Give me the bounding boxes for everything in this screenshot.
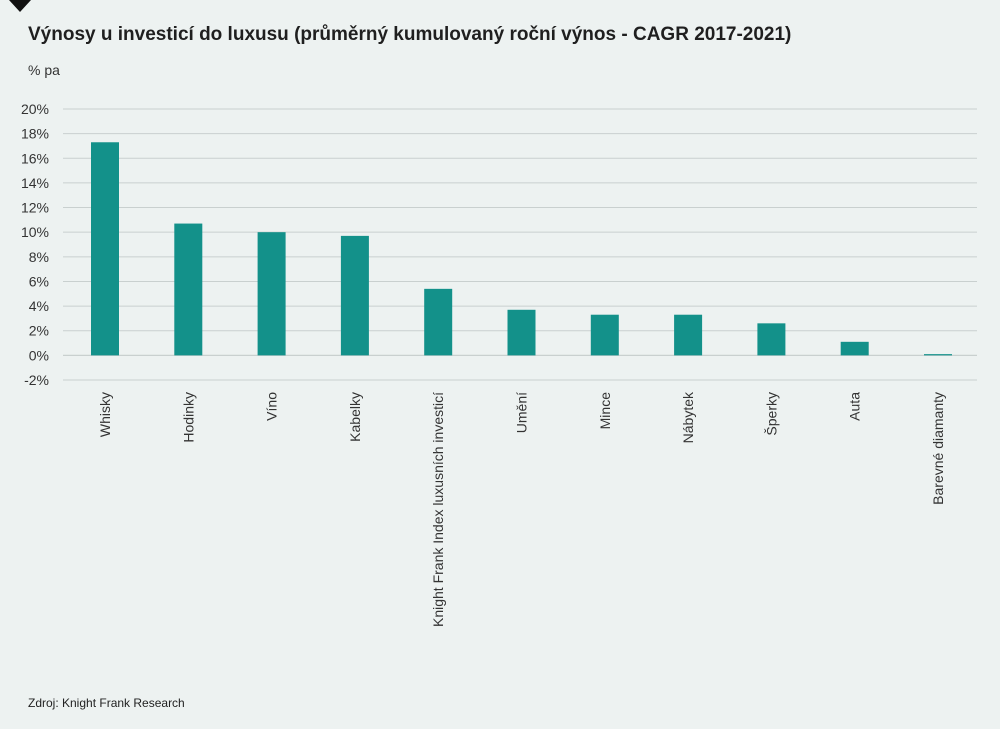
y-tick-label: 18% bbox=[21, 126, 49, 142]
bar bbox=[174, 223, 203, 356]
category-label: Barevné diamanty bbox=[930, 392, 946, 505]
y-axis-ticks: 20% 18% 16% 14% 12% 10% 8% 6% 4% 2% 0% -2% bbox=[21, 101, 49, 388]
bar bbox=[924, 354, 952, 356]
category-label: Víno bbox=[264, 392, 280, 421]
y-axis-unit-label: % pa bbox=[28, 62, 60, 78]
corner-arrow-icon bbox=[9, 0, 31, 12]
bar bbox=[424, 288, 453, 356]
category-label: Whisky bbox=[97, 392, 113, 437]
bar bbox=[340, 235, 369, 356]
bar bbox=[257, 232, 286, 356]
bar bbox=[674, 314, 703, 356]
y-tick-label: 2% bbox=[29, 323, 49, 339]
y-tick-label: 10% bbox=[21, 224, 49, 240]
bar bbox=[507, 309, 536, 356]
category-label: Umění bbox=[514, 392, 530, 433]
y-tick-label: 16% bbox=[21, 150, 49, 166]
y-tick-label: 12% bbox=[21, 200, 49, 216]
bar bbox=[757, 323, 786, 356]
y-tick-label: 20% bbox=[21, 101, 49, 117]
category-label: Auta bbox=[847, 392, 863, 421]
category-labels: Whisky Hodinky Víno Kabelky Knight Frank Ind… bbox=[97, 391, 946, 627]
category-label: Mince bbox=[597, 392, 613, 430]
bars bbox=[91, 142, 952, 356]
y-tick-label: -2% bbox=[24, 372, 49, 388]
category-label: Hodinky bbox=[180, 392, 196, 443]
y-tick-label: 4% bbox=[29, 298, 49, 314]
y-tick-label: 0% bbox=[29, 347, 49, 363]
category-label: Knight Frank Index luxusních investicí bbox=[430, 392, 446, 627]
category-label: Nábytek bbox=[680, 391, 696, 443]
y-tick-label: 6% bbox=[29, 273, 49, 289]
y-tick-label: 14% bbox=[21, 175, 49, 191]
y-tick-label: 8% bbox=[29, 249, 49, 265]
bar bbox=[590, 314, 619, 356]
bar bbox=[840, 341, 869, 356]
bar bbox=[91, 142, 119, 356]
chart-title: Výnosy u investicí do luxusu (průměrný k… bbox=[28, 24, 792, 45]
category-label: Kabelky bbox=[347, 392, 363, 442]
category-label: Šperky bbox=[763, 392, 779, 436]
source-note: Zdroj: Knight Frank Research bbox=[28, 696, 185, 710]
